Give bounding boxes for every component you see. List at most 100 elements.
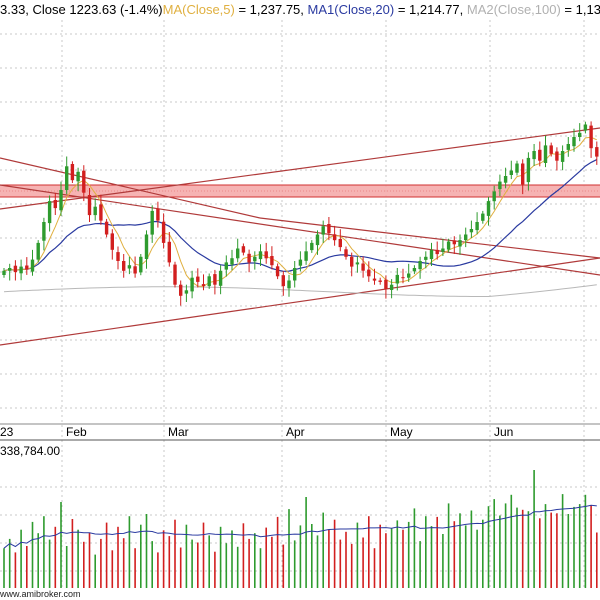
candle-body: [59, 190, 63, 211]
volume-bar: [516, 507, 518, 588]
candle-body: [207, 276, 211, 287]
ma5-line: [3, 136, 598, 287]
x-tick-label: Mar: [168, 425, 189, 439]
candle-body: [104, 221, 109, 235]
candle-body: [424, 256, 428, 260]
volume-bar: [322, 512, 324, 588]
candles: [2, 121, 599, 306]
volume-bar: [425, 516, 427, 588]
volume-bar: [54, 526, 57, 588]
candle-body: [230, 258, 234, 265]
volume-bar: [276, 516, 279, 588]
candle-body: [344, 249, 348, 257]
x-tick-label: May: [390, 425, 413, 439]
volume-ma-path: [3, 504, 597, 549]
volume-bar: [100, 538, 102, 588]
candle-body: [25, 265, 29, 270]
volume-bar: [94, 554, 96, 588]
candle-body: [509, 170, 513, 175]
volume-bar: [521, 509, 524, 588]
header-prefix: 3.33, Close 1223.63 (-1.4%): [0, 2, 163, 17]
candle-body: [338, 239, 342, 248]
volume-bar: [590, 505, 592, 588]
ma100-line: [3, 284, 597, 297]
volume-bar: [71, 519, 74, 588]
candle-body: [2, 270, 6, 275]
volume-bar: [208, 535, 210, 588]
volume-bar: [254, 533, 256, 588]
ma20-value: = 1,214.77,: [394, 2, 467, 17]
candle-body: [13, 265, 18, 273]
candle-body: [213, 274, 217, 285]
candle-body: [247, 253, 251, 263]
candle-body: [36, 242, 40, 260]
volume-bar: [14, 552, 17, 588]
candle-body: [395, 274, 399, 284]
candle-body: [47, 201, 52, 224]
volume-bar: [242, 523, 245, 588]
candle-body: [407, 273, 411, 278]
volume-bar: [470, 510, 473, 588]
volume-bar: [556, 513, 558, 588]
ma100-label: MA2(Close,100): [466, 2, 561, 17]
candle-body: [173, 264, 177, 285]
candle-body: [161, 221, 166, 243]
volume-bar: [48, 539, 51, 588]
candle-body: [350, 256, 354, 267]
volume-bar: [328, 529, 330, 588]
candle-body: [521, 163, 525, 185]
volume-bar: [533, 470, 535, 588]
candle-body: [70, 164, 75, 181]
candle-body: [378, 280, 382, 282]
candle-body: [116, 252, 120, 261]
candle-body: [19, 266, 23, 274]
volume-bar: [128, 516, 131, 588]
volume-bar: [596, 532, 598, 588]
volume-bar: [236, 546, 239, 588]
candle-body: [122, 261, 126, 271]
candle-body: [76, 171, 80, 182]
volume-bar: [419, 541, 421, 588]
candle-body: [429, 249, 434, 260]
candle-body: [532, 151, 536, 160]
volume-bar: [430, 526, 433, 588]
volume-header: 338,784.00: [0, 444, 61, 458]
volume-bar: [20, 529, 22, 588]
volume-bar: [567, 514, 570, 588]
volume-bar: [350, 543, 353, 588]
candle-body: [179, 284, 183, 296]
candle-body: [196, 276, 200, 282]
candle-body: [401, 277, 405, 279]
candle-body: [583, 124, 588, 131]
candle-body: [87, 195, 92, 216]
volume-bar: [442, 534, 444, 588]
volume-bar: [379, 524, 381, 588]
trend-line: [0, 127, 600, 210]
candle-body: [503, 176, 508, 183]
volume-bar: [31, 521, 34, 588]
trend-lines: [0, 127, 600, 346]
candle-body: [481, 213, 485, 221]
candle-body: [304, 251, 308, 261]
volume-bar: [265, 527, 267, 588]
volume-bar: [453, 521, 456, 588]
candle-body: [486, 201, 491, 216]
volume-bar: [231, 530, 233, 588]
volume-bar: [413, 508, 416, 588]
volume-bar: [527, 511, 530, 588]
candle-body: [566, 144, 570, 150]
volume-bar: [407, 521, 410, 588]
candle-body: [321, 226, 325, 235]
candle-body: [258, 251, 263, 260]
candle-body: [389, 284, 394, 290]
volume-bar: [510, 494, 513, 588]
volume-bar: [162, 530, 165, 588]
candle-body: [30, 259, 35, 272]
candle-body: [298, 259, 303, 266]
volume-bar: [288, 509, 290, 588]
volume-bars: [3, 470, 598, 588]
volume-bar: [134, 548, 136, 588]
resistance-zone: [0, 184, 600, 198]
volume-bar: [487, 506, 490, 588]
